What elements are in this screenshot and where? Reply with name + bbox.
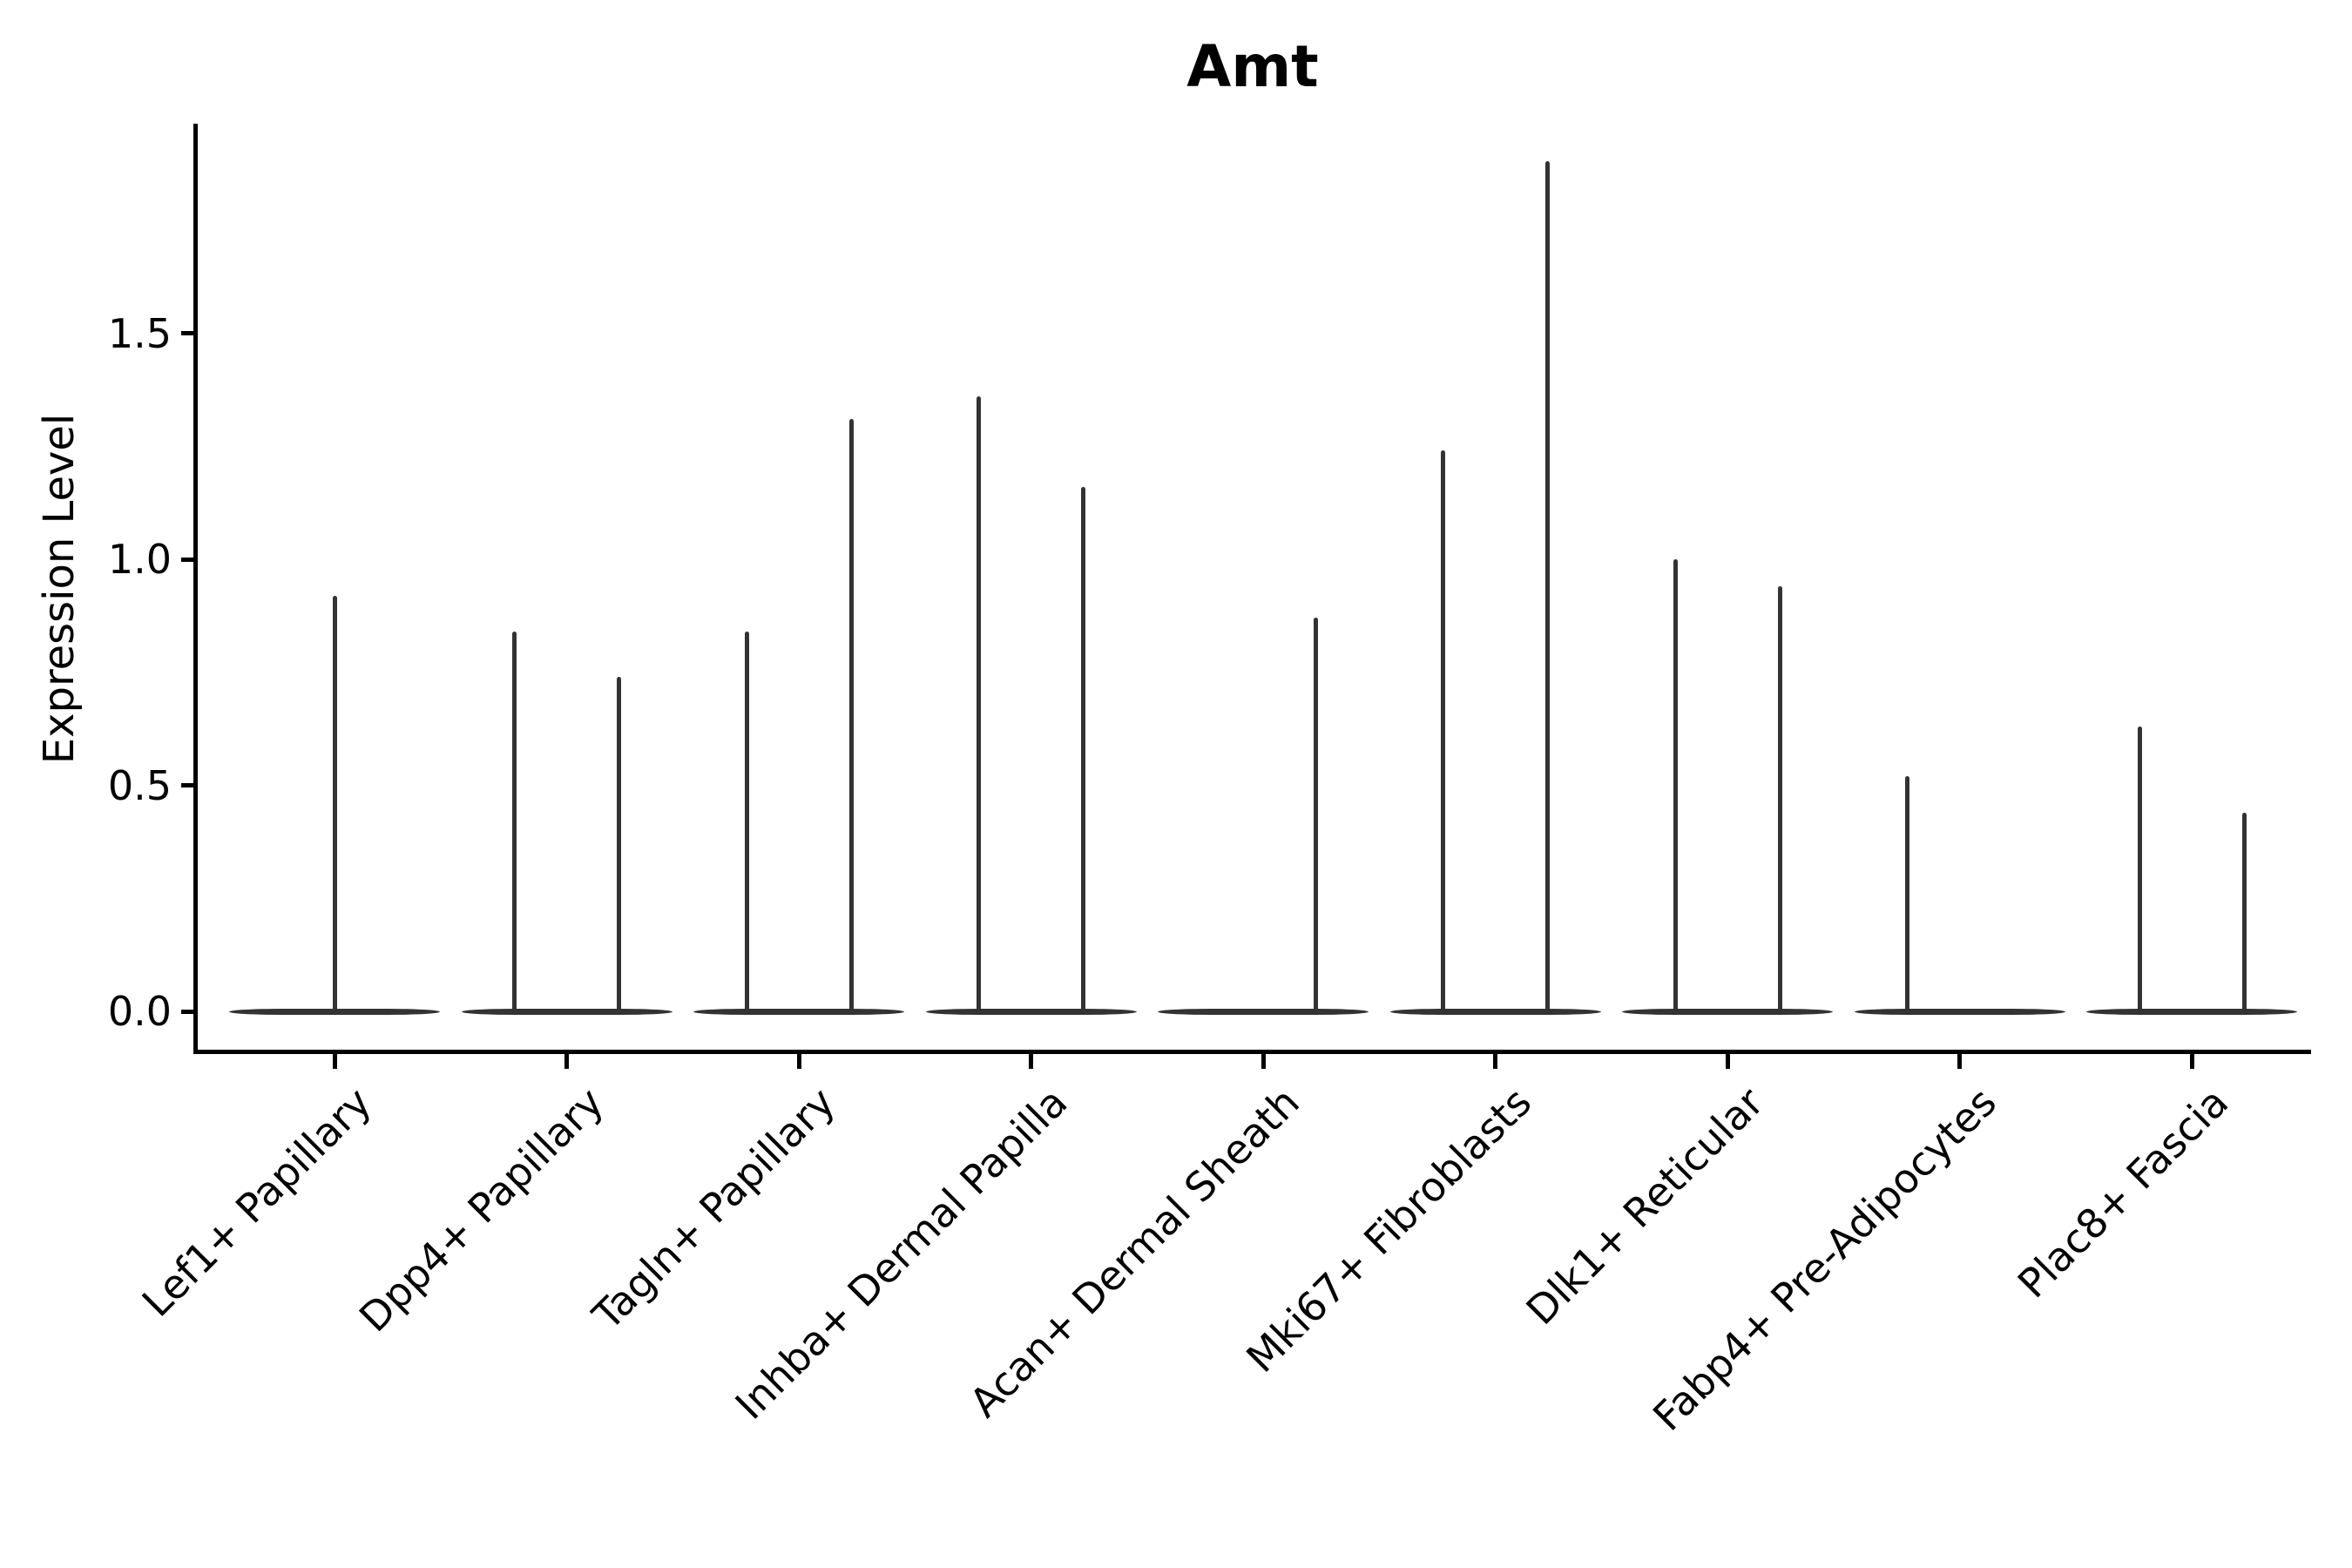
violin-needle xyxy=(617,676,621,1013)
violin-needle xyxy=(2137,727,2142,1013)
x-tick xyxy=(332,1054,337,1069)
y-tick xyxy=(181,331,193,335)
x-tick-label: Dpp4+ Papillary xyxy=(349,1078,612,1342)
violin-needle xyxy=(1905,776,1909,1013)
violin-baseline xyxy=(461,1008,672,1015)
violin-needle xyxy=(744,632,749,1013)
x-tick-label: Plac8+ Fascia xyxy=(2008,1078,2238,1308)
violin-baseline xyxy=(2086,1008,2297,1015)
x-tick xyxy=(1725,1054,1730,1069)
violin-needle xyxy=(848,419,854,1013)
y-tick xyxy=(181,1009,193,1014)
x-tick-label: Dlk1+ Reticular xyxy=(1517,1078,1774,1335)
violin-needle xyxy=(1673,559,1678,1013)
x-tick-label: Lef1+ Papillary xyxy=(132,1078,381,1326)
violin-baseline xyxy=(925,1008,1137,1015)
violin-baseline xyxy=(1854,1008,2065,1015)
violin-needle xyxy=(512,632,517,1013)
x-tick xyxy=(2189,1054,2194,1069)
x-tick xyxy=(1260,1054,1266,1069)
violin-needle xyxy=(2241,812,2247,1013)
y-axis-spine xyxy=(193,124,198,1054)
violin-needle xyxy=(977,396,981,1013)
x-tick xyxy=(1957,1054,1962,1069)
x-tick xyxy=(1029,1054,1033,1069)
x-tick xyxy=(564,1054,569,1069)
y-tick xyxy=(181,783,193,787)
y-tick-label: 1.0 xyxy=(107,536,172,583)
violin-needle xyxy=(1313,618,1318,1013)
y-tick-label: 1.5 xyxy=(107,309,172,357)
violin-baseline xyxy=(1389,1008,1601,1015)
y-tick xyxy=(181,557,193,562)
x-tick xyxy=(796,1054,801,1069)
y-axis-label: Expression Level xyxy=(35,413,84,765)
x-axis-spine xyxy=(193,1050,2311,1054)
chart-title: Amt xyxy=(1186,33,1319,100)
violin-baseline xyxy=(1158,1008,1369,1015)
y-tick-label: 0.0 xyxy=(107,988,172,1035)
violin-baseline xyxy=(1622,1008,1833,1015)
x-tick-label: Tagln+ Papillary xyxy=(584,1078,845,1339)
violin-needle xyxy=(332,595,337,1013)
y-tick-label: 0.5 xyxy=(107,761,172,809)
violin-needle xyxy=(1081,486,1085,1013)
violin-needle xyxy=(1441,450,1445,1013)
x-tick xyxy=(1493,1054,1497,1069)
violin-needle xyxy=(1545,161,1550,1013)
violin-baseline xyxy=(693,1008,904,1015)
violin-needle xyxy=(1777,586,1782,1013)
